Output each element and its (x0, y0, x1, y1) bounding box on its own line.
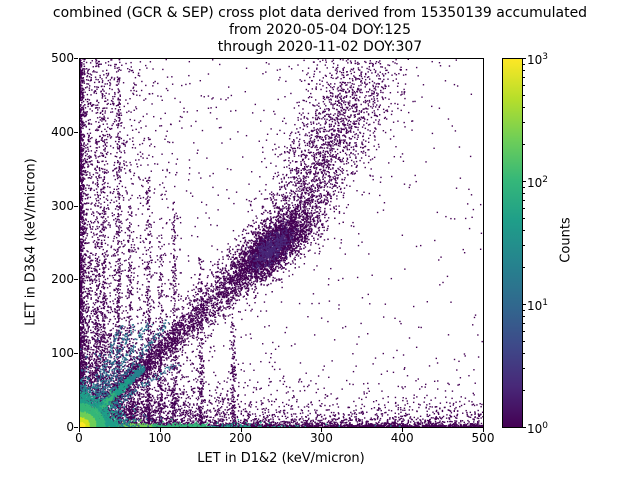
x-tick-label: 200 (229, 431, 253, 445)
x-tick-mark (321, 428, 323, 432)
chart-title-line-2: from 2020-05-04 DOY:125 (228, 22, 411, 38)
colorbar-major-tick-mark (522, 427, 526, 428)
y-tick-mark (74, 353, 78, 355)
x-axis-label: LET in D1&2 (keV/micron) (197, 451, 365, 466)
colorbar-major-tick-mark (522, 181, 526, 182)
y-tick-mark (74, 205, 78, 207)
colorbar-minor-tick-mark (522, 266, 525, 268)
colorbar-minor-tick-mark (522, 368, 525, 370)
x-tick-mark (240, 428, 242, 432)
colorbar-minor-tick-mark (522, 63, 525, 65)
colorbar-minor-tick-mark (522, 186, 525, 188)
colorbar-tick-label: 101 (527, 298, 549, 313)
colorbar-minor-tick-mark (522, 200, 525, 202)
colorbar-minor-tick-mark (522, 106, 525, 108)
x-tick-mark (402, 428, 404, 432)
colorbar-tick-label: 102 (527, 175, 549, 190)
colorbar-minor-tick-mark (522, 245, 525, 247)
chart-title-line-1: combined (GCR & SEP) cross plot data der… (52, 5, 588, 21)
x-tick-mark (483, 428, 484, 432)
colorbar-tick-label: 103 (527, 52, 549, 67)
y-tick-mark (74, 427, 78, 428)
y-axis-label: LET in D3&4 (keV/micron) (23, 158, 39, 326)
colorbar-major-tick-mark (522, 304, 526, 305)
colorbar-minor-tick-mark (522, 77, 525, 79)
chart-title-line-3: through 2020-11-02 DOY:307 (217, 39, 423, 55)
y-tick-mark (74, 279, 78, 281)
y-tick-mark (74, 58, 78, 59)
colorbar-minor-tick-mark (522, 323, 525, 325)
colorbar-minor-tick-mark (522, 143, 525, 145)
x-tick-mark (159, 428, 161, 432)
colorbar-minor-tick-mark (522, 352, 525, 354)
x-tick-label: 500 (471, 431, 495, 445)
colorbar-minor-tick-mark (522, 192, 525, 194)
colorbar-minor-tick-mark (522, 315, 525, 317)
colorbar-minor-tick-mark (522, 95, 525, 97)
colorbar-minor-tick-mark (522, 331, 525, 333)
colorbar-label: Counts (558, 217, 574, 263)
x-tick-label: 0 (75, 431, 83, 445)
colorbar-minor-tick-mark (522, 69, 525, 71)
x-tick-label: 300 (309, 431, 333, 445)
colorbar-gradient (502, 58, 523, 428)
colorbar-minor-tick-mark (522, 122, 525, 124)
colorbar-minor-tick-mark (522, 208, 525, 210)
x-tick-label: 400 (390, 431, 414, 445)
x-tick-mark (79, 428, 80, 432)
colorbar-minor-tick-mark (522, 341, 525, 343)
y-tick-label: 100 (51, 346, 74, 361)
scatter-canvas (80, 59, 483, 427)
y-tick-label: 400 (51, 124, 74, 139)
x-tick-label: 100 (148, 431, 172, 445)
colorbar-minor-tick-mark (522, 229, 525, 231)
y-tick-label: 500 (51, 51, 74, 65)
y-tick-label: 300 (51, 198, 74, 213)
plot-area (79, 58, 484, 428)
colorbar-minor-tick-mark (522, 218, 525, 220)
y-tick-label: 200 (51, 272, 74, 287)
y-tick-label: 0 (66, 420, 74, 434)
colorbar-minor-tick-mark (522, 389, 525, 391)
y-tick-mark (74, 131, 78, 133)
colorbar-tick-label: 100 (527, 421, 549, 436)
colorbar-major-tick-mark (522, 58, 526, 59)
colorbar-minor-tick-mark (522, 309, 525, 311)
colorbar-minor-tick-mark (522, 85, 525, 87)
